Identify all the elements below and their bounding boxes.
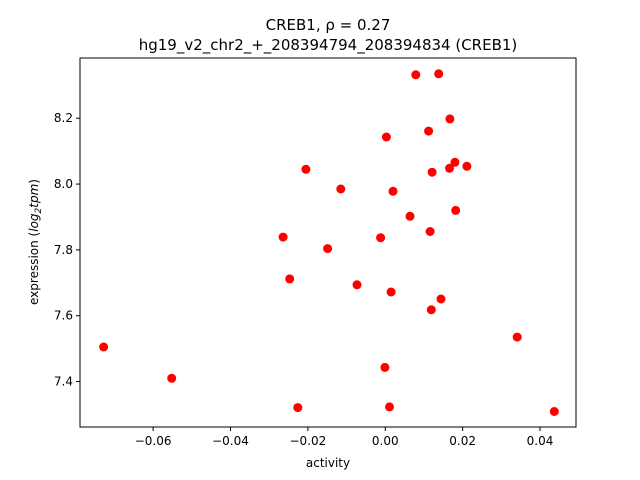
- y-tick-label-1: 7.6: [54, 309, 73, 323]
- data-point-21: [436, 294, 446, 304]
- x-tick-label-0: −0.06: [135, 434, 172, 448]
- data-point-16: [376, 233, 386, 243]
- y-label-prefix: expression (: [27, 232, 41, 305]
- data-point-27: [385, 402, 394, 412]
- x-axis-label: activity: [306, 456, 350, 470]
- x-tick-label-5: 0.04: [527, 434, 554, 448]
- x-tick-label-4: 0.02: [449, 434, 476, 448]
- data-point-4: [381, 132, 391, 142]
- x-axis-ticks: −0.06 −0.04 −0.02 0.00 0.02 0.04: [135, 427, 554, 448]
- x-tick-label-3: 0.00: [372, 434, 399, 448]
- data-point-18: [285, 274, 295, 284]
- data-point-29: [549, 407, 559, 416]
- points-layer: [99, 69, 559, 416]
- data-point-20: [386, 287, 396, 297]
- data-point-17: [323, 244, 333, 254]
- data-point-7: [462, 161, 472, 171]
- data-point-0: [411, 70, 421, 80]
- y-label-math2: tpm: [27, 184, 41, 208]
- y-tick-label-3: 8.0: [54, 177, 73, 191]
- data-point-12: [451, 205, 461, 215]
- y-tick-label-0: 7.4: [54, 375, 73, 389]
- data-point-9: [301, 164, 311, 174]
- chart-title-line1: CREB1, ρ = 0.27: [266, 16, 391, 34]
- data-point-22: [426, 305, 436, 315]
- data-point-13: [405, 211, 415, 221]
- data-point-26: [380, 362, 390, 372]
- data-point-8: [427, 167, 437, 177]
- y-tick-label-4: 8.2: [54, 111, 73, 125]
- data-point-19: [352, 280, 362, 290]
- data-point-23: [512, 332, 522, 342]
- data-point-25: [167, 373, 177, 383]
- data-point-2: [445, 114, 455, 124]
- data-point-15: [278, 232, 288, 242]
- chart-title-line2: hg19_v2_chr2_+_208394794_208394834 (CREB…: [139, 36, 518, 55]
- data-point-6: [445, 163, 454, 173]
- data-point-5: [450, 157, 460, 167]
- x-tick-label-1: −0.04: [212, 434, 249, 448]
- data-point-10: [336, 184, 346, 194]
- y-label-suffix: ): [27, 179, 41, 184]
- data-point-24: [99, 342, 109, 352]
- data-point-1: [434, 69, 444, 79]
- y-axis-label: expression (log2tpm): [27, 179, 44, 305]
- data-point-3: [424, 126, 434, 136]
- y-tick-label-2: 7.8: [54, 243, 73, 257]
- plot-frame: [79, 57, 577, 428]
- y-label-subscript: 2: [34, 207, 44, 213]
- y-label-math: log: [27, 213, 41, 232]
- data-point-28: [293, 403, 303, 413]
- y-axis-ticks: 7.4 7.6 7.8 8.0 8.2: [54, 111, 80, 389]
- x-tick-label-2: −0.02: [289, 434, 326, 448]
- data-point-14: [425, 227, 435, 236]
- data-point-11: [388, 186, 398, 196]
